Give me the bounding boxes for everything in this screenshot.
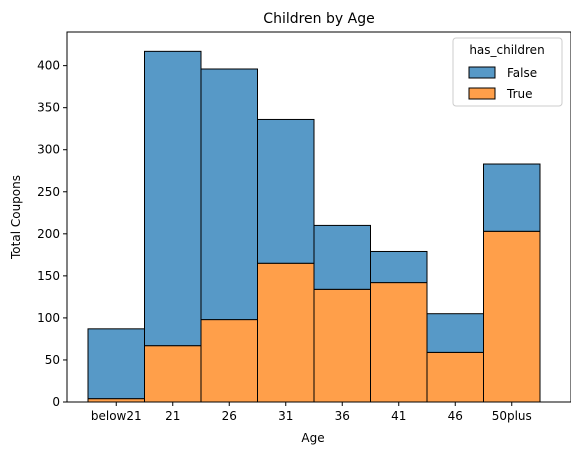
bar-36-false <box>313 224 371 290</box>
y-tick-label: 150 <box>37 269 60 283</box>
x-tick-label: 26 <box>222 409 237 423</box>
x-tick-label: below21 <box>91 409 142 423</box>
bar-21-true <box>144 345 202 403</box>
bar-26-true <box>200 319 258 403</box>
bar-below21-false <box>87 328 145 400</box>
y-tick-label: 200 <box>37 227 60 241</box>
y-tick-label: 0 <box>52 395 60 409</box>
x-axis: below21 21 26 31 36 41 46 50plus <box>91 402 532 423</box>
legend: has_children False True <box>452 37 563 107</box>
y-tick-label: 400 <box>37 59 60 73</box>
x-tick-label: 31 <box>278 409 293 423</box>
bars-group <box>87 50 541 403</box>
bar-21-false <box>144 50 202 347</box>
chart-title: Children by Age <box>263 11 374 27</box>
x-axis-label: Age <box>301 431 324 445</box>
y-tick-label: 350 <box>37 101 60 115</box>
bar-31-true <box>257 262 315 403</box>
plot-frame <box>66 31 571 403</box>
y-tick-label: 50 <box>45 353 60 367</box>
x-tick-label: 46 <box>448 409 463 423</box>
y-axis: 0 50 100 150 200 250 300 350 400 <box>37 59 67 409</box>
bar-50plus-false <box>483 163 541 232</box>
legend-title: has_children <box>469 43 544 57</box>
legend-swatch-true <box>468 87 496 100</box>
legend-label-true: True <box>506 87 533 101</box>
x-tick-label: 36 <box>335 409 350 423</box>
x-tick-label: 21 <box>165 409 180 423</box>
bar-50plus-true <box>483 230 541 403</box>
legend-swatch-false <box>468 66 496 79</box>
y-tick-label: 300 <box>37 143 60 157</box>
bar-46-false <box>426 313 484 353</box>
bar-31-false <box>257 118 315 264</box>
legend-label-false: False <box>507 66 537 80</box>
bar-26-false <box>200 68 258 321</box>
bar-36-true <box>313 288 371 403</box>
x-tick-label: 50plus <box>492 409 532 423</box>
bar-41-true <box>370 282 428 403</box>
y-axis-label: Total Coupons <box>9 175 23 260</box>
bar-46-true <box>426 351 484 403</box>
y-tick-label: 100 <box>37 311 60 325</box>
x-tick-label: 41 <box>391 409 406 423</box>
y-tick-label: 250 <box>37 185 60 199</box>
bar-41-false <box>370 250 428 284</box>
bar-below21-true <box>87 398 145 403</box>
